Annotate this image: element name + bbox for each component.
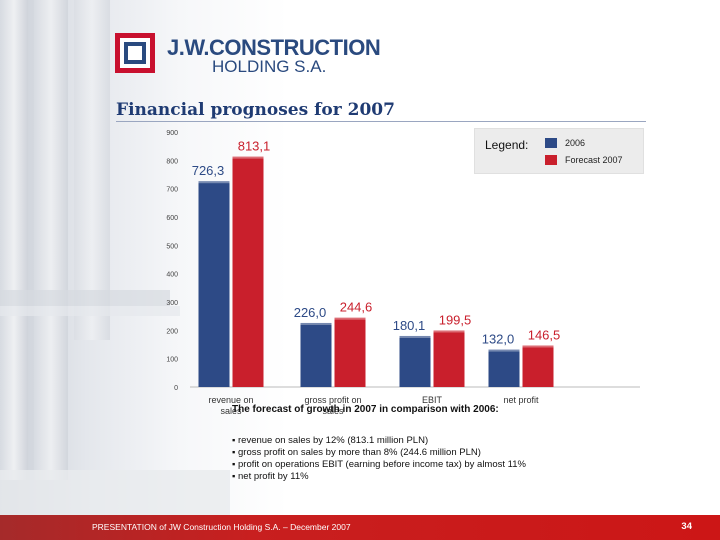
y-tick-label: 200 [166, 328, 178, 335]
notes-item: ▪ gross profit on sales by more than 8% … [232, 447, 481, 458]
bar [399, 335, 431, 387]
legend-title: Legend: [485, 138, 529, 152]
bar-highlight [433, 330, 465, 333]
title-divider [116, 121, 646, 122]
y-tick-label: 700 [166, 187, 178, 194]
data-label: 226,0 [294, 305, 327, 320]
data-label: 726,3 [192, 163, 225, 178]
legend-label-2006: 2006 [565, 138, 586, 148]
x-tick-label: revenue on [208, 395, 253, 405]
x-tick-label: sales [220, 406, 242, 416]
bar [488, 349, 520, 387]
notes-item: ▪ revenue on sales by 12% (813.1 million… [232, 435, 429, 446]
bar-highlight [334, 317, 366, 320]
bar [300, 322, 332, 387]
bar-chart: 0 100 200 300 400 500 600 700 800 900 726,3 813,1 re… [166, 130, 640, 416]
bar [334, 317, 366, 387]
y-tick-label: 400 [166, 272, 178, 279]
data-label: 180,1 [393, 318, 426, 333]
y-tick-label: 100 [166, 357, 178, 364]
logo-mark-icon [115, 33, 155, 73]
bar-highlight [522, 345, 554, 348]
bar [232, 156, 264, 387]
y-tick-label: 800 [166, 158, 178, 165]
data-label: 244,6 [340, 300, 373, 315]
footer-text: PRESENTATION of JW Construction Holding … [92, 522, 351, 532]
logo-text-line2: HOLDING S.A. [212, 57, 327, 76]
logo-text-line1: J.W.CONSTRUCTION [167, 35, 381, 60]
data-label: 132,0 [482, 332, 515, 347]
y-tick-label: 600 [166, 215, 178, 222]
legend-swatch-2007 [545, 155, 557, 165]
bar [522, 345, 554, 387]
x-tick-label: net profit [503, 395, 539, 405]
page-number: 34 [681, 521, 692, 532]
y-tick-label: 300 [166, 300, 178, 307]
y-tick-label: 900 [166, 130, 178, 137]
notes-item: ▪ profit on operations EBIT (earning bef… [232, 459, 526, 470]
bar-highlight [232, 156, 264, 159]
bar-highlight [198, 181, 230, 184]
x-tick-label: EBIT [422, 395, 443, 405]
bar-highlight [300, 322, 332, 325]
bar-highlight [399, 335, 431, 338]
bar-highlight [488, 349, 520, 352]
y-tick-label: 0 [174, 385, 178, 392]
data-label: 813,1 [238, 139, 271, 154]
forecast-notes: The forecast of growth in 2007 in compar… [232, 404, 672, 483]
chart-legend: Legend: 2006 Forecast 2007 [474, 128, 644, 174]
bar [433, 330, 465, 387]
x-tick-label: sales [322, 406, 344, 416]
footer-bar: PRESENTATION of JW Construction Holding … [0, 515, 720, 540]
data-label: 199,5 [439, 312, 472, 327]
legend-label-2007: Forecast 2007 [565, 155, 623, 165]
page-title: Financial prognoses for 2007 [116, 100, 395, 120]
x-tick-label: gross profit on [304, 395, 361, 405]
bar [198, 181, 230, 387]
legend-swatch-2006 [545, 138, 557, 148]
notes-item: ▪ net profit by 11% [232, 471, 309, 482]
notes-heading: The forecast of growth in 2007 in compar… [232, 404, 499, 415]
y-tick-label: 500 [166, 243, 178, 250]
data-label: 146,5 [528, 327, 561, 342]
